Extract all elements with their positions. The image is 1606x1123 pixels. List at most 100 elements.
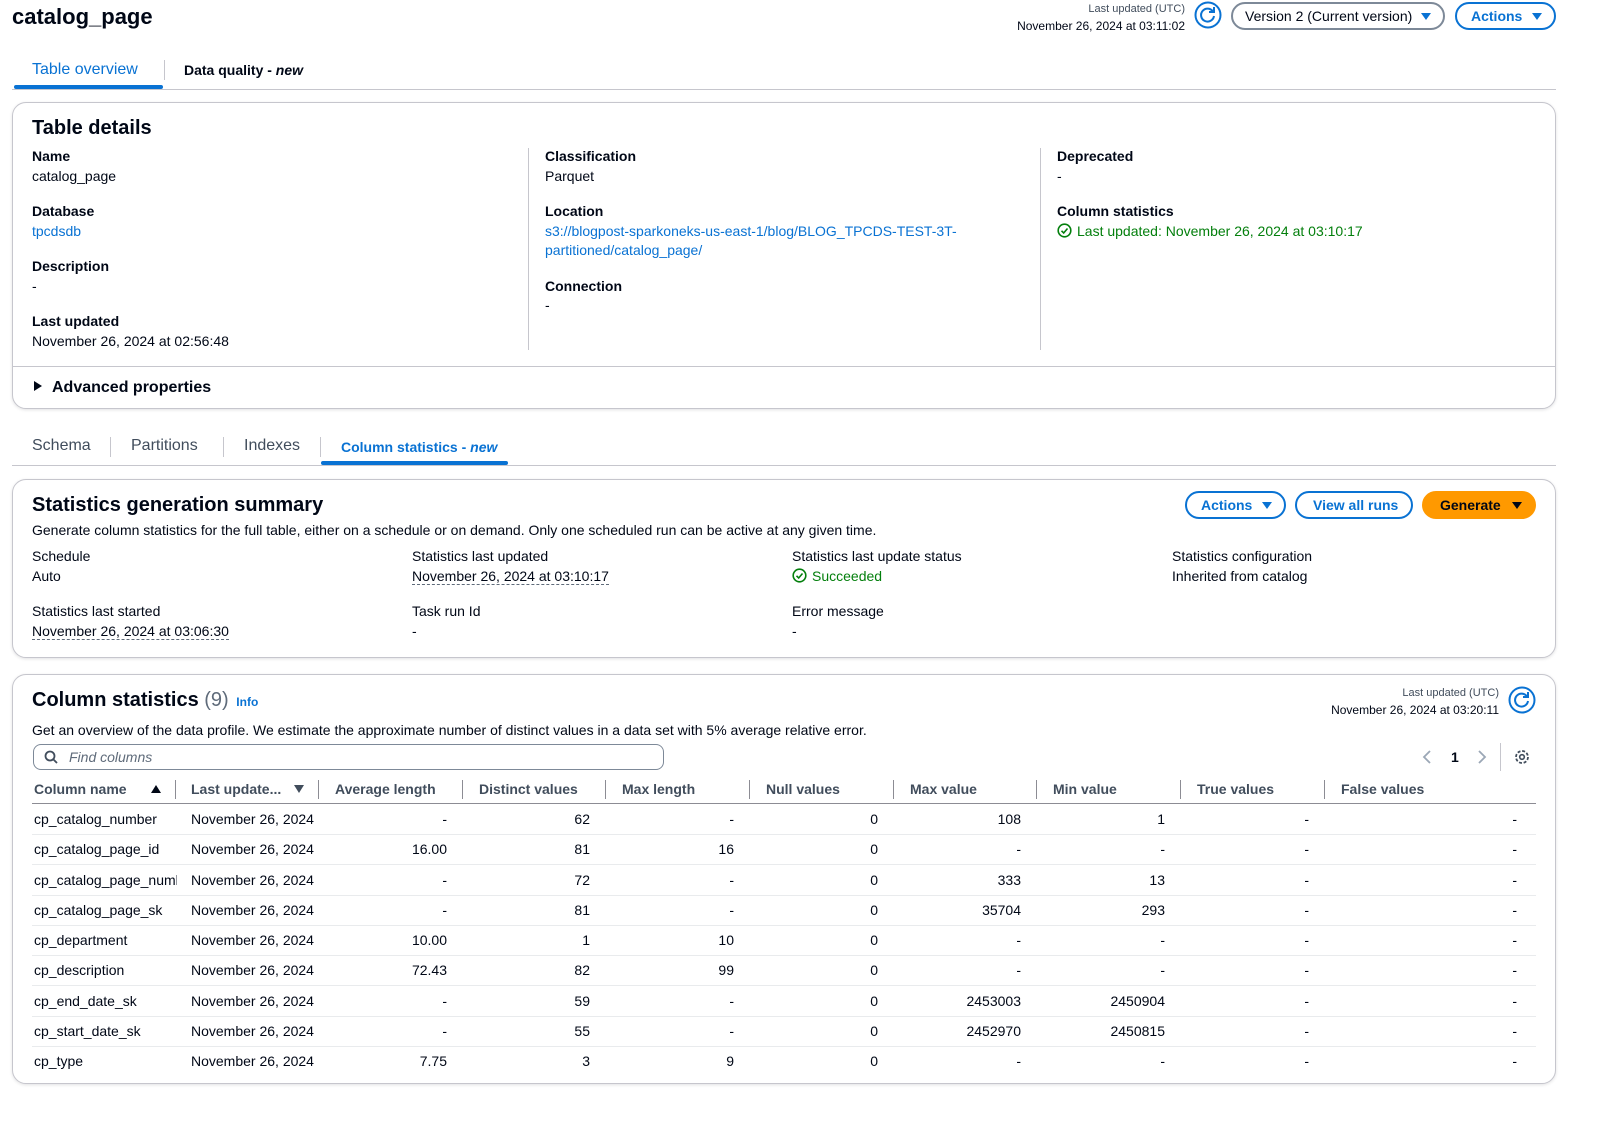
next-page[interactable]: [1476, 749, 1488, 765]
field: Statistics last update statusSucceeded: [792, 547, 962, 586]
table-cell: cp_type: [34, 1051, 177, 1071]
field-value-text: tpcdsdb: [32, 223, 81, 239]
column-header[interactable]: True values: [1197, 779, 1274, 799]
header-separator: [1180, 780, 1181, 799]
field-label: Statistics last updated: [412, 547, 609, 567]
column-header[interactable]: Min value: [1053, 779, 1117, 799]
field-value: -: [1057, 167, 1477, 187]
field-value: Inherited from catalog: [1172, 567, 1312, 587]
page-number[interactable]: 1: [1451, 747, 1459, 767]
table-cell: -: [881, 1051, 1021, 1071]
actions-button[interactable]: Actions: [1185, 491, 1286, 519]
table-cell: -: [1025, 930, 1165, 950]
expander[interactable]: Advanced properties: [34, 377, 211, 399]
prev-page[interactable]: [1421, 749, 1433, 765]
field: Statistics last updatedNovember 26, 2024…: [412, 547, 609, 586]
tab[interactable]: Column statistics - new: [341, 437, 497, 457]
table-cell: 35704: [881, 900, 1021, 920]
field: ClassificationParquet: [545, 147, 985, 186]
column-header[interactable]: False values: [1341, 779, 1424, 799]
header-separator: [462, 780, 463, 799]
field-value: -: [545, 296, 965, 316]
field-label: Description: [32, 257, 472, 277]
field: Connection-: [545, 277, 985, 316]
header-separator: [1036, 780, 1037, 799]
column-header[interactable]: Column name: [34, 779, 127, 799]
tab-separator: [110, 437, 111, 457]
table-cell: -: [307, 809, 447, 829]
table-cell: cp_catalog_page_id: [34, 839, 177, 859]
table-cell: -: [594, 991, 734, 1011]
table-cell: -: [1377, 870, 1517, 890]
field-value: November 26, 2024 at 02:56:48: [32, 332, 452, 352]
table-cell: 2450904: [1025, 991, 1165, 1011]
table-cell: November 26, 2024: [191, 1021, 314, 1041]
table-cell: -: [594, 900, 734, 920]
tab[interactable]: Partitions: [131, 436, 198, 456]
table-cell: -: [881, 930, 1021, 950]
table-cell: 2453003: [881, 991, 1021, 1011]
field-link[interactable]: s3://blogpost-sparkoneks-us-east-1/blog/…: [545, 222, 965, 261]
field-value-text: -: [1057, 168, 1062, 184]
tab[interactable]: Schema: [32, 436, 91, 456]
table-cell: -: [1377, 809, 1517, 829]
generate-button[interactable]: Generate: [1422, 491, 1536, 519]
view-runs-button[interactable]: View all runs: [1295, 491, 1413, 519]
field-label: Last updated: [32, 312, 472, 332]
table-cell: -: [881, 839, 1021, 859]
table-cell: -: [307, 900, 447, 920]
field-label: Statistics last update status: [792, 547, 962, 567]
panel-title: Statistics generation summary: [32, 492, 323, 518]
column-header[interactable]: Null values: [766, 779, 840, 799]
field-value-text: -: [792, 623, 797, 639]
field-link[interactable]: tpcdsdb: [32, 222, 452, 242]
field-value-text: catalog_page: [32, 168, 116, 184]
field-label: Database: [32, 202, 472, 222]
table-cell: 9: [594, 1051, 734, 1071]
row-rule: [32, 864, 1536, 865]
table-cell: 10: [594, 930, 734, 950]
table-cell: -: [1169, 930, 1309, 950]
search-input[interactable]: Find columns: [33, 744, 664, 770]
tab[interactable]: Data quality - new: [184, 60, 303, 80]
table-cell: 62: [450, 809, 590, 829]
table-cell: 0: [738, 900, 878, 920]
table-cell: 99: [594, 960, 734, 980]
actions-button[interactable]: Actions: [1455, 2, 1556, 30]
field-value: Parquet: [545, 167, 965, 187]
tab-label: Data quality -: [184, 62, 272, 78]
field-label: Schedule: [32, 547, 90, 567]
tab[interactable]: Indexes: [244, 436, 300, 456]
version-select[interactable]: Version 2 (Current version): [1231, 2, 1445, 30]
field-value-text: -: [412, 623, 417, 639]
field-label: Error message: [792, 602, 884, 622]
table-cell: 1: [1025, 809, 1165, 829]
field-label: Column statistics: [1057, 202, 1497, 222]
refresh-button[interactable]: [1508, 686, 1536, 714]
table-cell: -: [594, 809, 734, 829]
sort-icon: [151, 785, 161, 793]
table-cell: 0: [738, 1051, 878, 1071]
column-header[interactable]: Distinct values: [479, 779, 578, 799]
tab[interactable]: Table overview: [32, 60, 138, 80]
table-cell: 59: [450, 991, 590, 1011]
table-cell: 293: [1025, 900, 1165, 920]
settings-button[interactable]: [1513, 748, 1531, 766]
table-cell: cp_catalog_page_sk: [34, 900, 177, 920]
refresh-button[interactable]: [1194, 1, 1222, 29]
field-label: Name: [32, 147, 472, 167]
field-value-text: Last updated: November 26, 2024 at 03:10…: [1077, 223, 1363, 239]
table-cell: 108: [881, 809, 1021, 829]
column-header[interactable]: Average length: [335, 779, 436, 799]
row-rule: [32, 895, 1536, 896]
details-column: Deprecated-Column statisticsLast updated…: [1057, 147, 1497, 257]
info-link[interactable]: Info: [236, 695, 258, 709]
table-cell: -: [1025, 960, 1165, 980]
column-header[interactable]: Max value: [910, 779, 977, 799]
row-rule: [32, 1016, 1536, 1017]
column-header[interactable]: Max length: [622, 779, 695, 799]
column-header[interactable]: Last update...: [191, 779, 281, 799]
table-cell: 13: [1025, 870, 1165, 890]
field-value: November 26, 2024 at 03:06:30: [32, 622, 229, 642]
success-icon: [1057, 223, 1072, 238]
